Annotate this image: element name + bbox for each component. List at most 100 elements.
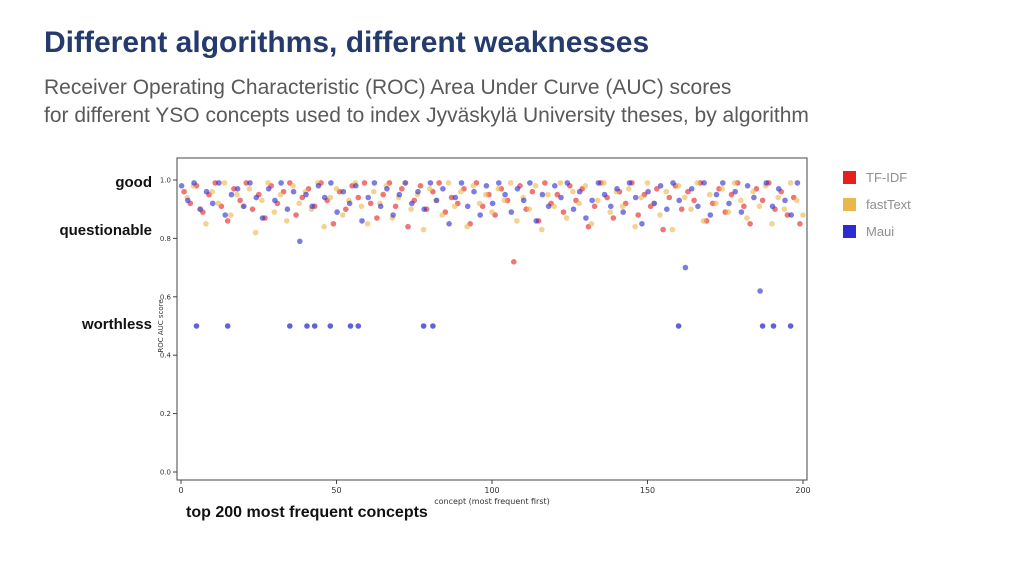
scatter-point [440, 186, 446, 192]
scatter-point [367, 200, 374, 207]
scatter-point [185, 197, 191, 204]
scatter-point [701, 180, 707, 186]
scatter-point [471, 188, 477, 195]
scatter-point [409, 200, 415, 207]
scatter-point [632, 223, 638, 230]
scatter-point [685, 188, 691, 195]
scatter-point-outlier [327, 323, 334, 329]
scatter-point [583, 215, 589, 221]
scatter-point [769, 203, 776, 210]
scatter-point [759, 197, 766, 204]
scatter-point [464, 223, 470, 230]
scatter-point [358, 203, 365, 210]
scatter-point [371, 180, 378, 186]
scatter-point [527, 180, 533, 186]
scatter-point [657, 183, 664, 189]
scatter-point [483, 183, 490, 189]
scatter-point [619, 203, 626, 210]
scatter-point [427, 186, 433, 192]
scatter-point [265, 180, 271, 186]
scatter-point [364, 221, 371, 227]
scatter-point [278, 180, 284, 186]
scatter-point [353, 183, 359, 189]
scatter-point [557, 180, 564, 186]
scatter-point [417, 183, 424, 189]
scatter-point [396, 191, 403, 198]
scatter-point [380, 191, 386, 198]
scatter-point [476, 200, 483, 207]
scatter-point [265, 186, 272, 192]
x-tick-label: 200 [795, 486, 810, 495]
scatter-point [228, 191, 235, 198]
scatter-point [682, 264, 689, 271]
scatter-point [588, 221, 595, 227]
scatter-point [782, 197, 788, 204]
scatter-point [216, 180, 222, 186]
subtitle-line-2: for different YSO concepts used to index… [44, 103, 809, 127]
scatter-point [514, 186, 521, 192]
scatter-point [224, 218, 231, 224]
scatter-point [775, 186, 782, 192]
scatter-point-outlier [304, 323, 310, 329]
scatter-point-outlier [287, 323, 293, 329]
scatter-point [638, 194, 645, 201]
scatter-point [694, 180, 701, 186]
scatter-point [542, 180, 548, 186]
scatter-point [384, 186, 390, 192]
scatter-point [402, 180, 409, 186]
scatter-point [234, 191, 240, 198]
scatter-point [635, 212, 641, 218]
scatter-point [682, 194, 688, 201]
scatter-point [591, 203, 598, 210]
scatter-point [700, 218, 707, 224]
scatter-point [691, 197, 697, 204]
scatter-point [769, 221, 775, 227]
scatter-point [327, 194, 334, 201]
scatter-point [713, 200, 719, 207]
scatter-point [775, 194, 781, 201]
scatter-point [303, 191, 309, 198]
scatter-point [495, 186, 502, 192]
x-axis-title: concept (most frequent first) [434, 497, 550, 506]
slide-title: Different algorithms, different weakness… [44, 26, 650, 59]
scatter-point [259, 197, 265, 204]
scatter-point [726, 200, 732, 207]
x-tick-label: 0 [178, 486, 183, 495]
scatter-point [439, 212, 446, 218]
scatter-point [747, 221, 753, 227]
scatter-point-outlier [355, 323, 362, 329]
scatter-point [355, 194, 362, 201]
scatter-point [669, 226, 676, 233]
scatter-point [502, 191, 508, 198]
scatter-point [315, 183, 322, 189]
scatter-point [511, 259, 517, 265]
scatter-point [359, 218, 365, 224]
scatter-point [420, 226, 427, 233]
scatter-point [333, 186, 340, 192]
subtitle-line-1: Receiver Operating Characteristic (ROC) … [44, 76, 732, 99]
scatter-point [719, 186, 725, 192]
scatter-point-outlier [311, 323, 318, 329]
scatter-point [221, 180, 228, 186]
scatter-point [234, 186, 241, 192]
scatter-point [675, 183, 682, 189]
scatter-point [191, 180, 197, 186]
scatter-point [545, 203, 552, 210]
legend-swatch-maui-icon [843, 224, 856, 238]
scatter-point [632, 194, 639, 201]
y-tick-label: 0.8 [160, 235, 171, 243]
scatter-point [446, 221, 452, 227]
scatter-point [501, 197, 508, 204]
scatter-point [321, 223, 327, 230]
scatter-point [750, 188, 756, 195]
scatter-point [365, 194, 371, 201]
scatter-point-outlier [193, 323, 200, 329]
legend-label-tfidf: TF-IDF [866, 169, 908, 185]
scatter-point [433, 197, 440, 204]
scatter-point [763, 180, 770, 186]
scatter-point [707, 212, 714, 218]
scatter-point [657, 212, 663, 218]
scatter-point [334, 209, 340, 215]
scatter-point [738, 209, 745, 215]
scatter-point [209, 188, 215, 195]
